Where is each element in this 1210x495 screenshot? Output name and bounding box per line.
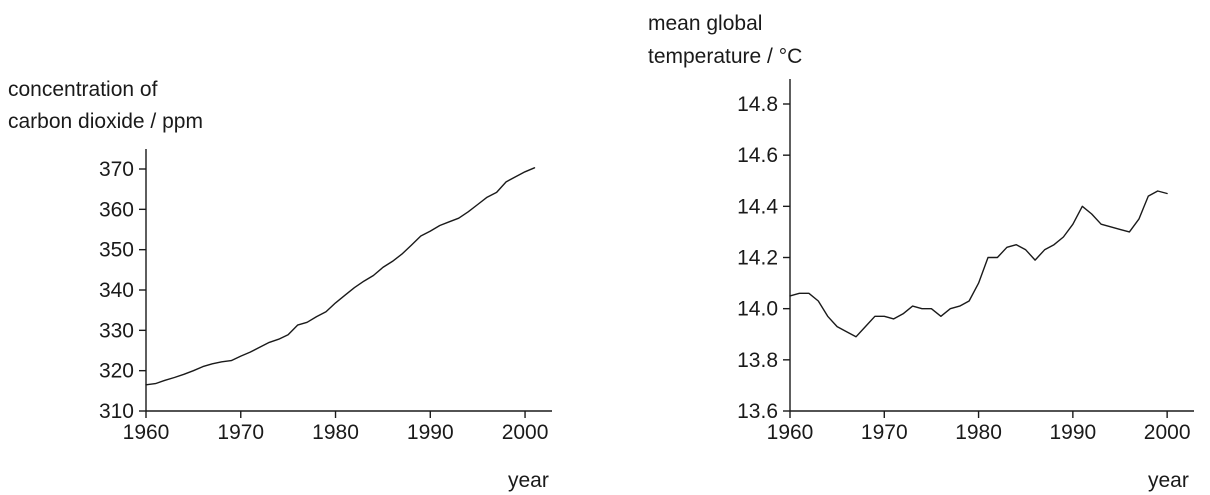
x-tick-label: 1960 (123, 421, 170, 444)
x-tick-label: 2000 (1144, 421, 1191, 444)
x-tick-label: 1970 (861, 421, 908, 444)
co2-chart: concentration of carbon dioxide / ppm ye… (8, 78, 552, 492)
y-tick-label: 14.2 (737, 247, 778, 270)
y-tick-label: 320 (99, 360, 134, 383)
series-line (789, 190, 1168, 338)
x-tick-label: 1960 (767, 421, 814, 444)
temp-ylabel-line-1: mean global (648, 12, 762, 35)
x-tick-label: 1990 (1049, 421, 1096, 444)
y-tick-label: 340 (99, 279, 134, 302)
temperature-chart: mean global temperature / °C year 13.6 13… (648, 12, 1194, 492)
y-tick-label: 14.4 (737, 195, 778, 218)
x-tick-label: 1970 (217, 421, 264, 444)
y-tick-label: 13.8 (737, 349, 778, 372)
temp-xlabel: year (1148, 469, 1189, 492)
x-tick-label: 1980 (312, 421, 359, 444)
y-tick-label: 14.8 (737, 93, 778, 116)
y-tick-label: 310 (99, 400, 134, 423)
series-line (145, 167, 536, 386)
x-tick-label: 1980 (955, 421, 1002, 444)
y-tick-label: 350 (99, 239, 134, 262)
temp-ylabel-line-2: temperature / °C (648, 45, 802, 68)
y-tick-label: 330 (99, 319, 134, 342)
x-tick-label: 1990 (407, 421, 454, 444)
co2-ylabel-line-1: concentration of (8, 78, 158, 101)
y-tick-label: 360 (99, 198, 134, 221)
y-tick-label: 14.0 (737, 298, 778, 321)
y-tick-label: 13.6 (737, 400, 778, 423)
y-tick-label: 370 (99, 158, 134, 181)
co2-xlabel: year (508, 469, 549, 492)
x-tick-label: 2000 (502, 421, 549, 444)
co2-ylabel-line-2: carbon dioxide / ppm (8, 110, 203, 133)
y-tick-label: 14.6 (737, 144, 778, 167)
